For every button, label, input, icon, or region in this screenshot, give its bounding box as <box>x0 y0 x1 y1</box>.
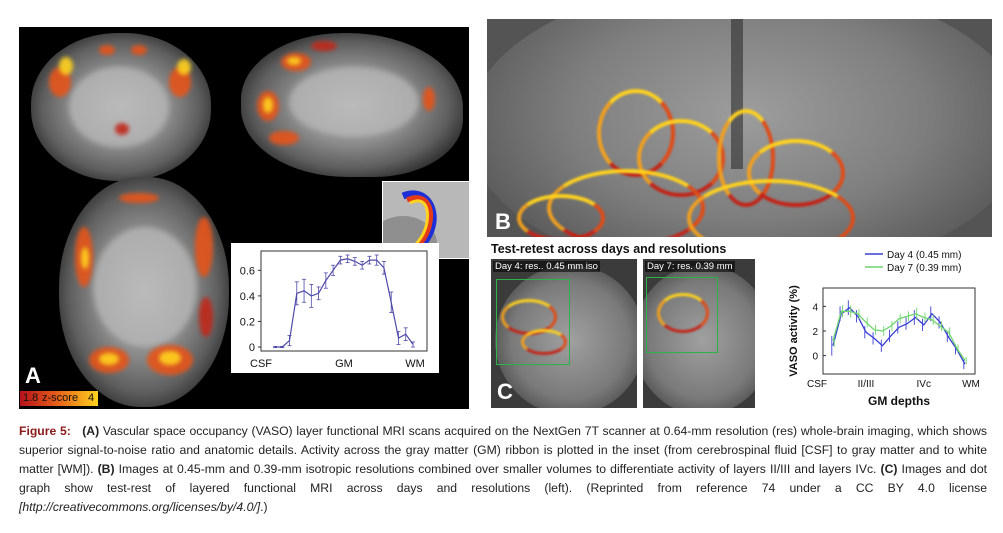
panel-b-occipital-image: B <box>487 19 992 237</box>
zscore-label: z-score <box>42 392 79 404</box>
graph-c-series-line-2 <box>832 310 966 361</box>
panel-b-letter: B <box>495 209 511 234</box>
panel-c-letter: C <box>497 379 513 404</box>
graph-c-xtick-label: IVc <box>917 379 931 390</box>
graph-c-xtick-label: WM <box>962 379 980 390</box>
zscore-min: 1.8 <box>23 392 39 404</box>
graph-c-ytick-label: 2 <box>812 327 818 338</box>
graph-c-ylabel: VASO activity (%) <box>788 285 800 377</box>
graph-a-xlabel: CSF <box>250 358 272 370</box>
zscore-max: 4 <box>88 392 95 404</box>
panel-a-whole-brain-image: 0 0.2 0.4 0.6 CSF GM WM A 1.8 z-score 4 <box>19 27 469 409</box>
day4-image-label: Day 4: res.. 0.45 mm iso <box>493 261 600 272</box>
graph-a-series-line <box>275 258 414 348</box>
graph-c-xtick-label: CSF <box>807 379 827 390</box>
zscore-colorbar: 1.8 z-score 4 <box>20 391 98 406</box>
graph-a-ytick-label: 0 <box>249 342 255 354</box>
graph-a-ytick-label: 0.2 <box>240 316 255 328</box>
caption-b-tag: (B) <box>97 462 115 476</box>
graph-c-frame <box>822 287 976 375</box>
graph-a-frame <box>260 250 428 352</box>
graph-c-ytick-label: 0 <box>812 352 818 363</box>
graph-a-ytick-label: 0.4 <box>240 291 255 303</box>
caption-license-link[interactable]: [http://creativecommons.org/licenses/by/… <box>19 500 261 514</box>
panel-c-image-day7: Day 7: res. 0.39 mm <box>643 259 755 408</box>
figure-caption: Figure 5: (A) Vascular space occupancy (… <box>19 422 987 517</box>
graph-c-legend-label-2: Day 7 (0.39 mm) <box>887 263 961 274</box>
graph-a-xlabel: WM <box>405 358 425 370</box>
graph-c-series-line-1 <box>832 306 966 365</box>
graph-c-legend-label-1: Day 4 (0.45 mm) <box>887 250 961 261</box>
graph-a-xlabel: GM <box>335 358 353 370</box>
graph-a-ytick-label: 0.6 <box>240 265 255 277</box>
graph-c-xtick-label: II/III <box>858 379 875 390</box>
caption-c-tag: (C) <box>880 462 898 476</box>
panel-a-letter: A <box>25 363 41 388</box>
caption-b-text: Images at 0.45-mm and 0.39-mm isotropic … <box>114 462 881 476</box>
panel-a-line-graph: 0 0.2 0.4 0.6 CSF GM WM <box>231 243 439 373</box>
figure-number: Figure 5: <box>19 424 71 438</box>
graph-c-xlabel: GM depths <box>868 394 930 408</box>
panel-c-line-graph: 0 2 4 CSF II/III IVc WM GM depths VASO activity … <box>783 244 991 412</box>
panel-c-title: Test-retest across days and resolutions <box>491 242 727 256</box>
panel-c-image-day4: Day 4: res.. 0.45 mm iso C <box>491 259 637 408</box>
caption-a-text: Vascular space occupancy (VASO) layer fu… <box>19 424 987 476</box>
caption-c-text: Images and dot graph show test-rest of l… <box>19 462 987 495</box>
caption-end: .) <box>260 500 268 514</box>
day7-image-label: Day 7: res. 0.39 mm <box>645 261 735 272</box>
caption-a-tag: (A) <box>82 424 100 438</box>
graph-c-ytick-label: 4 <box>812 302 818 313</box>
